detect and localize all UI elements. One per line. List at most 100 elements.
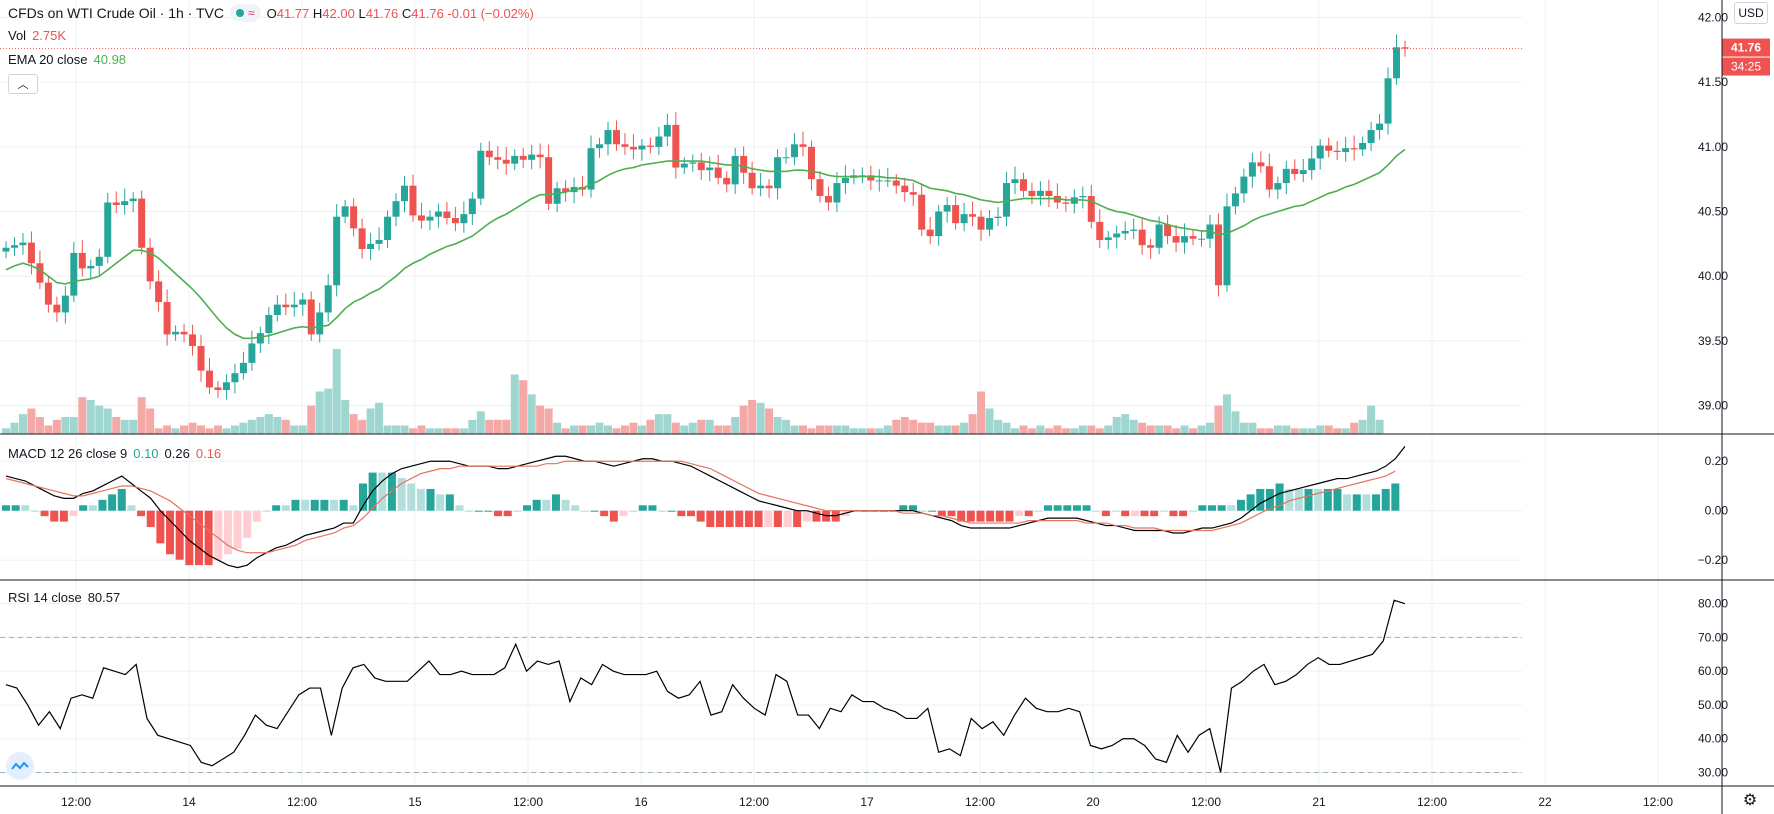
- macd-histogram-bar: [600, 510, 609, 517]
- volume-bar: [451, 428, 460, 434]
- candle: [87, 265, 95, 269]
- macd-histogram-bar: [223, 510, 232, 555]
- macd-histogram-bar: [1362, 494, 1371, 511]
- candle: [1062, 202, 1070, 204]
- candle: [231, 373, 239, 383]
- market-status-pill[interactable]: ≈: [230, 4, 261, 22]
- ema-legend[interactable]: EMA 20 close 40.98: [8, 52, 127, 67]
- volume-bar: [366, 408, 375, 434]
- macd-histogram-bar: [523, 505, 532, 511]
- macd-histogram-bar: [320, 499, 329, 511]
- volume-bar: [587, 425, 596, 434]
- macd-histogram-bar: [1111, 510, 1120, 512]
- macd-histogram-bar: [204, 510, 213, 566]
- candle: [502, 159, 510, 164]
- candle: [265, 315, 273, 334]
- volume-bar: [815, 425, 824, 434]
- time-tick-label: 21: [1312, 795, 1326, 809]
- macd-histogram-bar: [1333, 488, 1342, 511]
- volume-bar: [35, 417, 44, 434]
- volume-bar: [205, 428, 214, 434]
- candle: [909, 192, 917, 195]
- macd-histogram-bar: [465, 510, 474, 512]
- volume-bar: [1367, 405, 1376, 434]
- volume-bar: [892, 419, 901, 434]
- ema-line: [5, 148, 1406, 340]
- volume-bar: [459, 428, 468, 434]
- volume-bar: [688, 422, 697, 434]
- volume-bar: [324, 388, 333, 434]
- macd-histogram-bar: [59, 510, 68, 522]
- macd-histogram-bar: [146, 510, 155, 528]
- candle: [1367, 130, 1375, 143]
- volume-bar: [849, 428, 858, 434]
- currency-button[interactable]: USD: [1734, 2, 1768, 24]
- symbol-title[interactable]: CFDs on WTI Crude Oil · 1h · TVC: [8, 5, 225, 21]
- candle: [409, 185, 417, 216]
- volume-bar: [1358, 419, 1367, 434]
- macd-histogram-bar: [474, 510, 483, 512]
- volume-bar: [663, 414, 672, 434]
- macd-histogram-bar: [330, 499, 339, 511]
- macd-histogram-bar: [272, 505, 281, 511]
- candle: [155, 281, 163, 303]
- volume-bar: [824, 425, 833, 434]
- macd-histogram-bar: [98, 499, 107, 511]
- macd-tick-label: 0.20: [1705, 454, 1729, 468]
- volume-bar: [332, 349, 341, 434]
- collapse-legend-button[interactable]: ︿: [8, 74, 38, 94]
- candle: [112, 202, 120, 206]
- volume-legend[interactable]: Vol 2.75K: [8, 28, 67, 43]
- candle: [189, 334, 197, 347]
- macd-histogram-bar: [262, 510, 271, 512]
- candle: [10, 245, 18, 248]
- macd-histogram-bar: [532, 499, 541, 511]
- volume-bar: [654, 414, 663, 434]
- candle: [1316, 145, 1324, 159]
- volume-bar: [434, 428, 443, 434]
- rsi-legend[interactable]: RSI 14 close 80.57: [8, 590, 121, 605]
- macd-signal-line: [5, 460, 1396, 554]
- macd-histogram-bar: [1159, 510, 1168, 512]
- volume-bar: [1189, 428, 1198, 434]
- macd-histogram-bar: [706, 510, 715, 528]
- gear-icon[interactable]: ⚙: [1742, 792, 1758, 809]
- volume-bar: [637, 425, 646, 434]
- candle: [782, 157, 790, 159]
- candle: [536, 154, 544, 158]
- candle: [53, 304, 61, 313]
- wave-icon: ≈: [248, 6, 255, 20]
- candle: [172, 331, 180, 335]
- macd-histogram-bar: [301, 499, 310, 511]
- volume-bar: [129, 419, 138, 434]
- macd-histogram-bar: [416, 488, 425, 511]
- candle: [1164, 224, 1172, 237]
- macd-histogram-bar: [339, 499, 348, 511]
- tradingview-logo-icon[interactable]: [6, 752, 34, 780]
- candle: [417, 215, 425, 221]
- volume-bar: [553, 422, 562, 434]
- macd-histogram-bar: [2, 505, 10, 511]
- volume-bar: [358, 419, 367, 434]
- volume-bar: [782, 419, 791, 434]
- macd-legend[interactable]: MACD 12 26 close 9 0.10 0.26 0.16: [8, 446, 222, 461]
- candle: [1019, 179, 1027, 191]
- candle: [672, 124, 680, 168]
- volume-bar: [52, 419, 61, 434]
- time-tick-label: 22: [1538, 795, 1552, 809]
- candle: [1401, 47, 1409, 49]
- candle: [341, 206, 349, 217]
- macd-histogram-bar: [1381, 488, 1390, 511]
- candle: [468, 198, 476, 215]
- macd-histogram-bar: [233, 510, 242, 549]
- candle: [477, 150, 485, 199]
- macd-histogram-bar: [619, 510, 628, 517]
- ohlc-values: O41.77 H42.00 L41.76 C41.76 -0.01 (−0.02…: [266, 5, 534, 21]
- candle: [1138, 229, 1146, 246]
- volume-bar: [69, 417, 78, 434]
- volume-bar: [697, 419, 706, 434]
- candle: [1011, 179, 1019, 184]
- macd-histogram-bar: [127, 505, 136, 511]
- volume-bar: [502, 419, 511, 434]
